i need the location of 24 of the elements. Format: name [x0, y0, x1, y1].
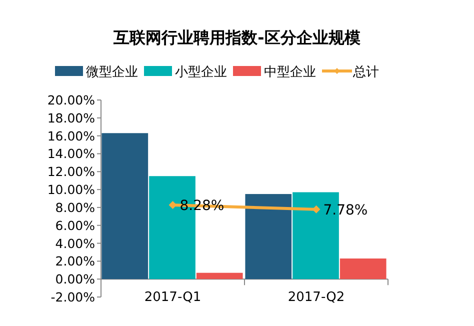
y-tick-label: 8.00%	[55, 200, 96, 215]
y-tick-label: -2.00%	[50, 290, 96, 304]
legend-label: 中型企业	[264, 65, 316, 80]
y-tick-label: 10.00%	[47, 182, 96, 198]
y-tick-label: 0.00%	[55, 272, 96, 287]
legend-label: 微型企业	[86, 65, 138, 80]
data-label: 8.28%	[180, 198, 224, 214]
y-tick-label: 12.00%	[47, 164, 96, 180]
legend-label: 总计	[352, 65, 379, 80]
bar	[340, 258, 386, 280]
x-tick-label: 2017-Q1	[144, 290, 202, 305]
y-tick-label: 6.00%	[55, 218, 96, 233]
y-tick-label: 4.00%	[55, 236, 96, 251]
y-tick-label: 2.00%	[55, 254, 96, 269]
chart-title: 互联网行业聘用指数-区分企业规模	[112, 28, 360, 47]
bar	[196, 272, 243, 280]
y-tick-label: 20.00%	[47, 92, 96, 108]
bar	[102, 133, 148, 280]
y-tick-label: 16.00%	[47, 128, 96, 144]
y-tick-label: 14.00%	[47, 146, 96, 162]
legend-label: 小型企业	[175, 65, 227, 80]
y-tick-label: 18.00%	[47, 110, 96, 126]
x-tick-label: 2017-Q2	[288, 290, 345, 305]
bar	[245, 194, 292, 280]
